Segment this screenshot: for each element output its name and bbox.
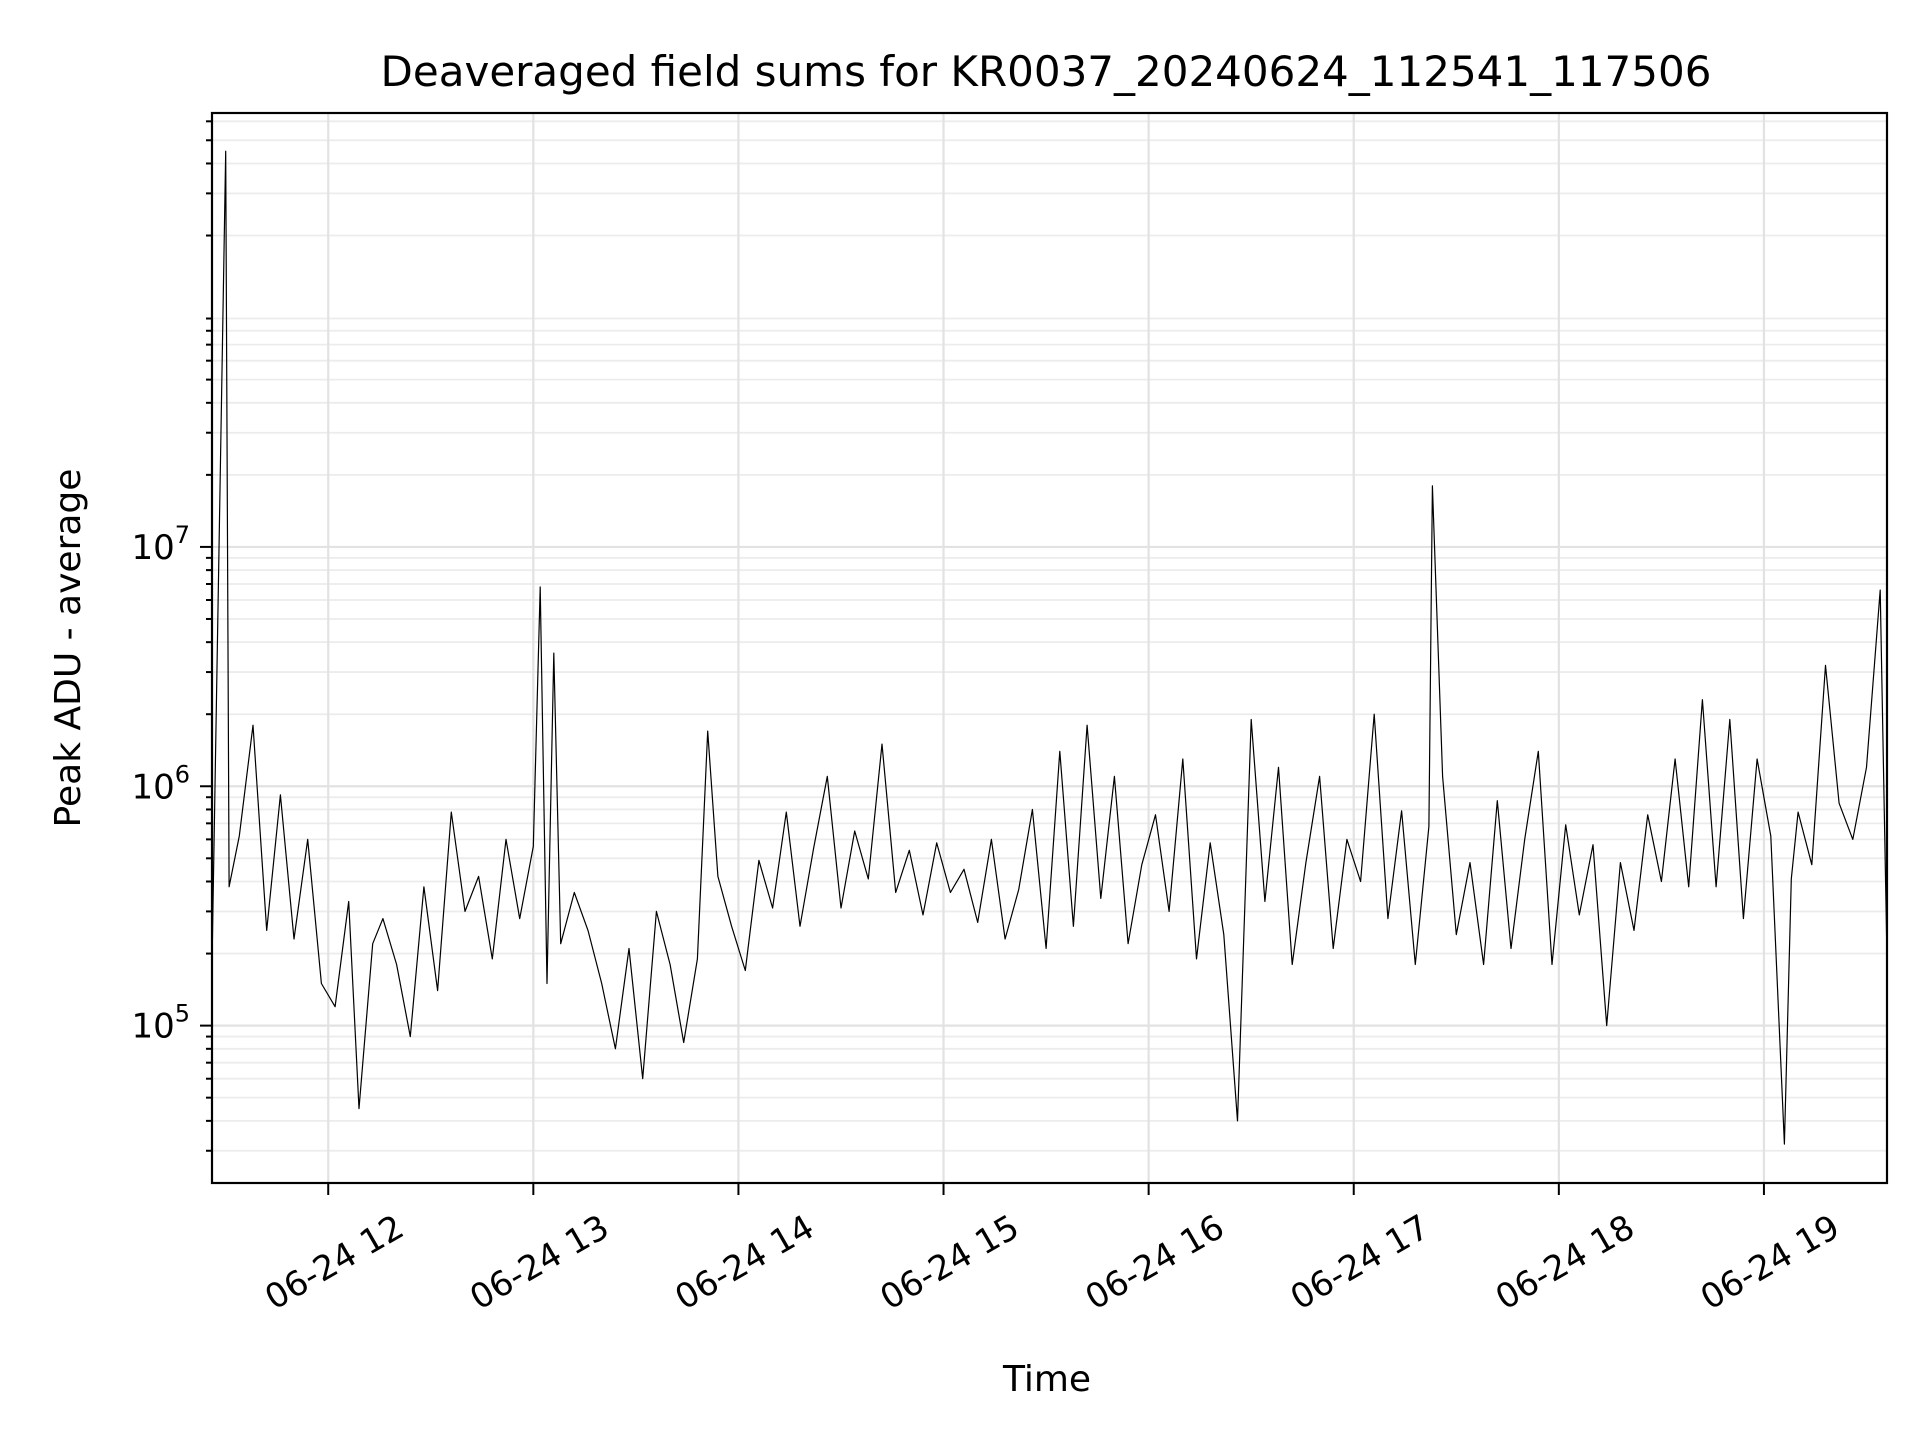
plot-frame (210, 111, 1889, 1185)
x-tick-label: 06-24 19 (1694, 1207, 1846, 1318)
x-tick-label: 06-24 14 (669, 1207, 821, 1318)
plot-background (212, 113, 1887, 1183)
x-tick-label: 06-24 13 (463, 1207, 615, 1318)
series-line (211, 150, 1888, 1145)
x-axis: 06-24 12 06-24 13 06-24 14 06-24 15 06-24 16… (258, 1183, 1846, 1318)
plot-area (210, 111, 1889, 1185)
y-tick-exponent: 5 (175, 1000, 190, 1028)
x-tick-label: 06-24 18 (1489, 1207, 1641, 1318)
x-axis-label: Time (1002, 1359, 1091, 1400)
y-tick-exponent: 7 (175, 521, 190, 549)
y-axis-label: Peak ADU - average (48, 469, 89, 828)
y-tick-exponent: 6 (175, 760, 190, 788)
chart-title: Deaveraged field sums for KR0037_2024062… (381, 47, 1712, 96)
x-tick-label: 06-24 12 (258, 1207, 410, 1318)
x-tick-label: 06-24 17 (1284, 1207, 1436, 1318)
x-tick-label: 06-24 15 (874, 1207, 1026, 1318)
y-tick-base: 10 (131, 528, 174, 568)
y-tick-label: 106 (131, 760, 190, 807)
x-tick-label: 06-24 16 (1079, 1207, 1231, 1318)
y-tick-label: 107 (131, 521, 190, 568)
y-tick-label: 105 (131, 1000, 190, 1047)
y-tick-base: 10 (131, 1007, 174, 1047)
y-tick-base: 10 (131, 767, 174, 807)
grid (212, 113, 1887, 1183)
series-layer (211, 150, 1888, 1145)
